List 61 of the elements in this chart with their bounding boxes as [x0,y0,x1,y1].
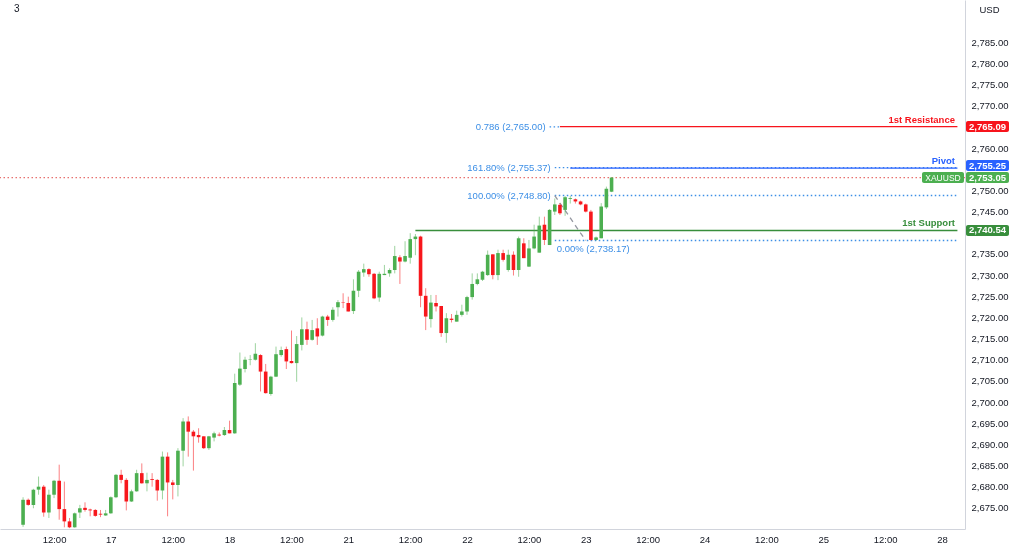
candlestick [341,292,345,309]
y-tick-label: 2,775.00 [971,79,1009,91]
y-tick-label: 2,680.00 [971,481,1009,493]
y-tick-label: 2,735.00 [971,248,1009,260]
y-tick-label: 2,785.00 [971,36,1009,48]
x-tick-label: 12:00 [398,533,423,545]
y-tick-label: 2,750.00 [971,184,1009,196]
candlestick [434,294,438,312]
y-tick-label: 2,725.00 [971,290,1009,302]
x-tick-label: 22 [462,533,473,545]
y-tick-label: 2,780.00 [971,57,1009,69]
y-tick-label: 2,675.00 [971,502,1009,514]
y-tick-label: 2,730.00 [971,269,1009,281]
series-label: Pivot [931,155,956,167]
y-tick-label: 2,705.00 [971,375,1009,387]
x-tick-label: 23 [580,533,592,545]
series-label: 1st Support [902,217,956,229]
x-tick-label: 12:00 [517,533,542,545]
series-label: 1st Resistance [888,113,955,125]
ref-line-label: 2,753.05 [969,171,1007,183]
y-tick-label: 2,690.00 [971,438,1009,450]
data-label: 2,740.54 [969,224,1007,236]
candlestick [78,504,82,519]
y-tick-label: 2,745.00 [971,206,1009,218]
series-label: 0.786 (2,765.00) [475,120,546,132]
x-tick-label: 28 [937,533,948,545]
y-tick-label: 2,720.00 [971,311,1009,323]
x-tick-label: 21 [343,533,355,545]
candlestick [367,267,371,278]
candlestick [248,354,252,366]
line-series [554,194,587,242]
data-label: 2,755.25 [969,159,1007,171]
y-tick-label: 2,760.00 [971,142,1009,154]
candlestick [336,299,340,318]
y-tick-label: 2,770.00 [971,100,1009,112]
x-tick-label: 24 [699,533,711,545]
y-tick-label: 2,685.00 [971,460,1009,472]
candlestick [83,501,87,513]
x-tick-label: 12:00 [280,533,304,545]
annotation: 3 [14,3,20,14]
x-tick-label: 12:00 [636,533,661,545]
candlestick [119,469,123,484]
text: XAUUSD [925,172,961,183]
x-tick-label: 25 [818,533,829,545]
y-axis-title: USD [979,3,1000,15]
series-label: 100.00% (2,748.80) [467,189,551,201]
y-tick-label: 2,710.00 [971,354,1009,366]
data-label: 2,765.09 [969,120,1006,132]
x-tick-label: 12:00 [161,533,186,545]
x-tick-label: 12:00 [873,533,898,545]
series-label: 0.00% (2,738.17) [556,242,630,254]
y-tick-label: 2,715.00 [971,333,1009,345]
y-tick-label: 2,700.00 [971,396,1009,408]
x-tick-label: 17 [106,533,117,545]
x-tick-label: 12:00 [42,533,67,545]
candlestick [150,472,154,488]
x-tick-label: 12:00 [755,533,779,545]
y-tick-label: 2,695.00 [971,417,1009,429]
x-tick-label: 18 [224,533,236,545]
candlestick [460,304,464,318]
series-label: 161.80% (2,755.37) [467,161,551,173]
